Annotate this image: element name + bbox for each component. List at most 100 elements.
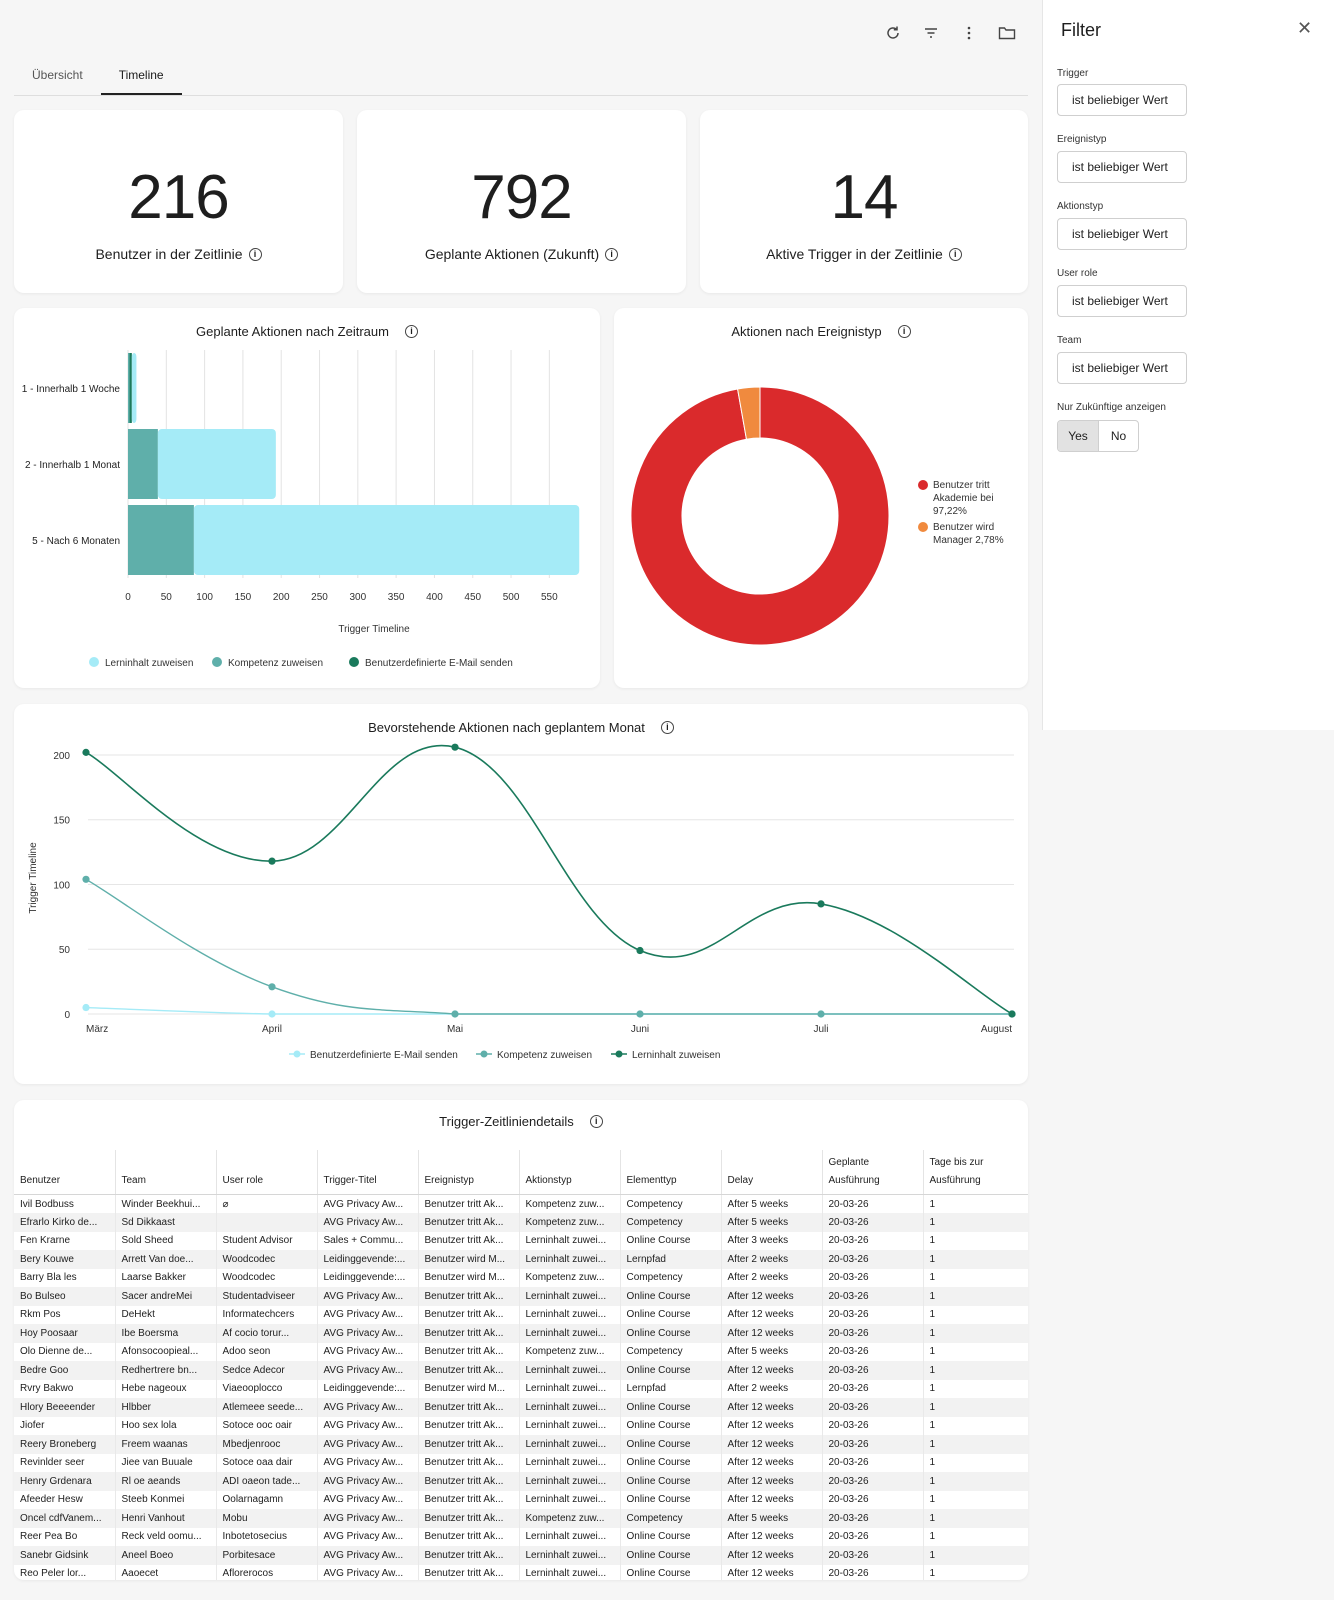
table-cell: After 5 weeks bbox=[721, 1194, 823, 1213]
table-cell: 20-03-26 bbox=[822, 1453, 924, 1472]
x-tick-label: April bbox=[262, 1024, 282, 1035]
table-cell: Competency bbox=[620, 1194, 722, 1213]
table-cell: Benutzer tritt Ak... bbox=[418, 1472, 520, 1491]
table-row[interactable]: Olo Dienne de... Afonsocoopieal... Adoo se… bbox=[14, 1342, 1028, 1361]
column-header[interactable]: Geplante Ausführung bbox=[822, 1150, 924, 1195]
info-icon[interactable]: i bbox=[897, 325, 911, 338]
table-row[interactable]: Reer Pea Bo Reck veld oomu... Inbotetoseci… bbox=[14, 1527, 1028, 1546]
column-header[interactable]: Benutzer bbox=[14, 1150, 116, 1195]
filter-label-event-type: Ereignistyp bbox=[1057, 134, 1107, 145]
legend-swatch bbox=[212, 657, 222, 667]
table-cell: Benutzer tritt Ak... bbox=[418, 1416, 520, 1435]
table-cell: AVG Privacy Aw... bbox=[317, 1194, 419, 1213]
table-cell: AVG Privacy Aw... bbox=[317, 1287, 419, 1306]
column-header[interactable]: Aktionstyp bbox=[519, 1150, 621, 1195]
more-icon[interactable] bbox=[956, 20, 982, 46]
table-cell: 1 bbox=[923, 1324, 1028, 1343]
table-cell: 1 bbox=[923, 1435, 1028, 1454]
legend-swatch bbox=[293, 1050, 301, 1058]
table-cell: Atlemeee seede... bbox=[216, 1398, 318, 1417]
table-row[interactable]: Sanebr Gidsink Aneel Boeo Porbitesace AVG P… bbox=[14, 1546, 1028, 1565]
future-toggle-yes[interactable]: Yes bbox=[1058, 421, 1098, 451]
table-cell: Lerninhalt zuwei... bbox=[519, 1435, 621, 1454]
info-icon[interactable]: i bbox=[660, 721, 674, 734]
table-row[interactable]: Hlory Beeeender Hlbber Atlemeee seede... AV… bbox=[14, 1398, 1028, 1417]
filter-select-user-role[interactable]: ist beliebiger Wert bbox=[1057, 285, 1187, 317]
table-row[interactable]: Barry Bla les Laarse Bakker Woodcodec Leidi… bbox=[14, 1268, 1028, 1287]
table-row[interactable]: Rvry Bakwo Hebe nageoux Viaeooplocco Leidin… bbox=[14, 1379, 1028, 1398]
data-point bbox=[82, 875, 90, 883]
table-row[interactable]: Oncel cdfVanem... Henri Vanhout Mobu AVG Pr… bbox=[14, 1509, 1028, 1528]
table-cell: After 3 weeks bbox=[721, 1231, 823, 1250]
column-header[interactable]: Team bbox=[115, 1150, 217, 1195]
column-header[interactable]: User role bbox=[216, 1150, 318, 1195]
table-row[interactable]: Jiofer Hoo sex lola Sotoce ooc oair AVG Pri… bbox=[14, 1416, 1028, 1435]
table-cell: After 2 weeks bbox=[721, 1268, 823, 1287]
table-cell: Online Course bbox=[620, 1231, 722, 1250]
column-header[interactable]: Trigger-Titel bbox=[317, 1150, 419, 1195]
info-icon[interactable]: i bbox=[404, 325, 418, 338]
series-line bbox=[85, 744, 1013, 1015]
filter-icon[interactable] bbox=[918, 20, 944, 46]
kpi-value: 216 bbox=[128, 163, 229, 232]
table-cell: Lerninhalt zuwei... bbox=[519, 1324, 621, 1343]
table-cell: Sedce Adecor bbox=[216, 1361, 318, 1380]
folder-icon[interactable] bbox=[994, 20, 1020, 46]
info-icon[interactable]: i bbox=[948, 247, 962, 261]
filter-select-event-type[interactable]: ist beliebiger Wert bbox=[1057, 151, 1187, 183]
table-row[interactable]: Bo Bulseo Sacer andreMei Studentadviseer AV… bbox=[14, 1287, 1028, 1306]
tab-overview[interactable]: Übersicht bbox=[32, 68, 83, 82]
close-icon[interactable]: ✕ bbox=[1297, 18, 1313, 38]
table-row[interactable]: Hoy Poosaar Ibe Boersma Af cocio torur... A… bbox=[14, 1324, 1028, 1343]
table-cell: Benutzer tritt Ak... bbox=[418, 1435, 520, 1454]
table-row[interactable]: Henry Grdenara Rl oe aeands ADI oaeon tade… bbox=[14, 1472, 1028, 1491]
filter-label-team: Team bbox=[1057, 335, 1082, 346]
filter-select-action-type[interactable]: ist beliebiger Wert bbox=[1057, 218, 1187, 250]
x-tick-label: 200 bbox=[273, 592, 290, 603]
table-row[interactable]: Revinlder seer Jiee van Buuale Sotoce oaa … bbox=[14, 1453, 1028, 1472]
table-cell: Benutzer tritt Ak... bbox=[418, 1305, 520, 1324]
table-row[interactable]: Reo Peler lor... Aaoecet Aflorerocos AVG Pr… bbox=[14, 1564, 1028, 1580]
bar-segment bbox=[128, 505, 194, 575]
filter-select-trigger[interactable]: ist beliebiger Wert bbox=[1057, 84, 1187, 116]
table-cell: Aflorerocos bbox=[216, 1564, 318, 1580]
refresh-icon[interactable] bbox=[880, 20, 906, 46]
chart-title: Bevorstehende Aktionen nach geplantem Mo… bbox=[14, 720, 1028, 735]
table-cell: Informatechcers bbox=[216, 1305, 318, 1324]
info-icon[interactable]: i bbox=[605, 247, 619, 261]
data-point bbox=[1008, 1010, 1016, 1018]
table-cell: Benutzer tritt Ak... bbox=[418, 1509, 520, 1528]
chart-title: Aktionen nach Ereignistyp i bbox=[614, 324, 1028, 339]
table-cell: Leidinggevende:... bbox=[317, 1379, 419, 1398]
table-row[interactable]: Bery Kouwe Arrett Van doe... Woodcodec Leid… bbox=[14, 1250, 1028, 1269]
table-card: Trigger-Zeitliniendetails i Benutzer Team… bbox=[14, 1100, 1028, 1580]
x-tick-label: 300 bbox=[349, 592, 366, 603]
table-cell: Aaoecet bbox=[115, 1564, 217, 1580]
table-cell: Rl oe aeands bbox=[115, 1472, 217, 1491]
table-row[interactable]: Fen Krarne Sold Sheed Student Advisor Sales… bbox=[14, 1231, 1028, 1250]
future-toggle-no[interactable]: No bbox=[1098, 421, 1138, 451]
table-row[interactable]: Bedre Goo Redhertrere bn... Sedce Adecor AV… bbox=[14, 1361, 1028, 1380]
table-row[interactable]: Afeeder Hesw Steeb Konmei Oolarnagamn AVG P… bbox=[14, 1490, 1028, 1509]
tab-timeline[interactable]: Timeline bbox=[100, 60, 182, 95]
info-icon[interactable]: i bbox=[589, 1115, 603, 1128]
info-icon[interactable]: i bbox=[248, 247, 262, 261]
table-row[interactable]: Efrarlo Kirko de... Sd Dikkaast AVG Privac… bbox=[14, 1213, 1028, 1232]
filter-panel: Filter ✕ Trigger ist beliebiger Wert Ere… bbox=[1042, 0, 1334, 730]
x-tick-label: 450 bbox=[464, 592, 481, 603]
table-cell: After 2 weeks bbox=[721, 1250, 823, 1269]
table-cell: 1 bbox=[929, 1457, 936, 1469]
table-cell: Sd Dikkaast bbox=[115, 1213, 217, 1232]
table-row[interactable]: Rkm Pos DeHekt Informatechcers AVG Privacy … bbox=[14, 1305, 1028, 1324]
column-header[interactable]: Tage bis zur Ausführung bbox=[923, 1150, 1028, 1195]
table-row[interactable]: Ivil Bodbuss Winder Beekhui... ⌀ AVG Privac… bbox=[14, 1194, 1028, 1213]
x-tick-label: Juli bbox=[813, 1024, 828, 1035]
table-row[interactable]: Reery Broneberg Freem waanas Mbedjenrooc AV… bbox=[14, 1435, 1028, 1454]
bar-segment bbox=[128, 353, 130, 423]
column-header[interactable]: Ereignistyp bbox=[418, 1150, 520, 1195]
table-cell: AVG Privacy Aw... bbox=[317, 1509, 419, 1528]
column-header[interactable]: Elementtyp bbox=[620, 1150, 722, 1195]
filter-select-team[interactable]: ist beliebiger Wert bbox=[1057, 352, 1187, 384]
column-header[interactable]: Delay bbox=[721, 1150, 823, 1195]
data-point bbox=[82, 748, 90, 756]
